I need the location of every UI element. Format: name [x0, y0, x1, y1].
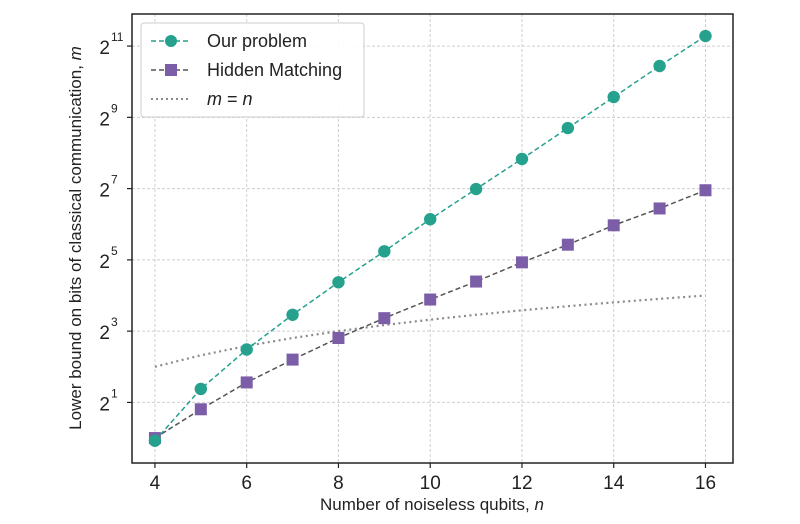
x-tick-label: 4	[150, 473, 161, 494]
legend-entry-our-problem: Our problem	[151, 31, 307, 51]
x-tick-label: 12	[511, 473, 532, 494]
legend-entry-hidden-matching: Hidden Matching	[151, 60, 342, 80]
y-tick-exponent: 9	[111, 101, 118, 115]
data-point	[699, 29, 712, 43]
legend: Our problem Hidden Matching m = n	[140, 22, 365, 118]
series-our-problem	[148, 29, 712, 447]
series-layer	[148, 29, 712, 447]
data-point	[561, 238, 574, 251]
data-point	[470, 275, 483, 288]
square-marker-icon	[165, 64, 177, 76]
data-point	[332, 276, 345, 289]
data-point	[240, 376, 253, 389]
legend-entry-m-equals-n: m = n	[151, 89, 253, 109]
y-tick-exponent: 5	[111, 244, 118, 258]
x-tick-label: 10	[420, 473, 441, 494]
data-point	[469, 182, 483, 196]
data-point	[561, 121, 575, 135]
data-point	[515, 152, 529, 166]
data-point	[424, 293, 437, 306]
plot-frame	[131, 13, 734, 464]
legend-box	[140, 22, 365, 118]
data-point	[515, 256, 528, 269]
data-point	[653, 59, 666, 73]
x-tick-label: 8	[333, 473, 344, 494]
data-point	[378, 245, 391, 258]
legend-label-hidden-matching: Hidden Matching	[207, 60, 342, 80]
y-tick-exponent: 11	[111, 30, 124, 44]
y-tick-label: 2	[99, 181, 110, 202]
y-tick-label: 2	[99, 394, 110, 415]
y-tick-exponent: 1	[111, 386, 118, 400]
data-point	[240, 343, 253, 356]
x-tick-label: 14	[603, 473, 625, 494]
data-point	[148, 434, 162, 447]
data-point	[378, 312, 391, 325]
y-tick-label: 2	[99, 38, 110, 59]
x-axis-label: Number of noiseless qubits, n	[320, 495, 544, 514]
data-point	[699, 184, 712, 197]
legend-label-m-equals-n: m = n	[207, 89, 253, 109]
data-point	[194, 403, 207, 416]
y-tick-label: 2	[99, 252, 110, 273]
data-point	[607, 219, 620, 232]
y-tick-exponent: 3	[111, 315, 118, 329]
data-point	[194, 382, 208, 396]
data-point	[332, 332, 345, 345]
data-point	[653, 202, 666, 215]
series-hidden-matching	[148, 184, 712, 445]
y-axis-label: Lower bound on bits of classical communi…	[66, 46, 85, 430]
x-tick-label: 6	[241, 473, 252, 494]
y-tick-label: 2	[99, 109, 110, 130]
legend-label-our-problem: Our problem	[207, 31, 307, 51]
data-point	[424, 213, 437, 226]
y-tick-label: 2	[99, 323, 110, 344]
circle-marker-icon	[165, 35, 177, 47]
data-point	[286, 308, 299, 321]
data-point	[286, 353, 299, 366]
y-tick-exponent: 7	[111, 173, 118, 187]
data-point	[607, 90, 620, 104]
x-axis-ticks: 4 6 8 10 12 14 16	[150, 463, 716, 494]
x-tick-label: 16	[695, 473, 716, 494]
